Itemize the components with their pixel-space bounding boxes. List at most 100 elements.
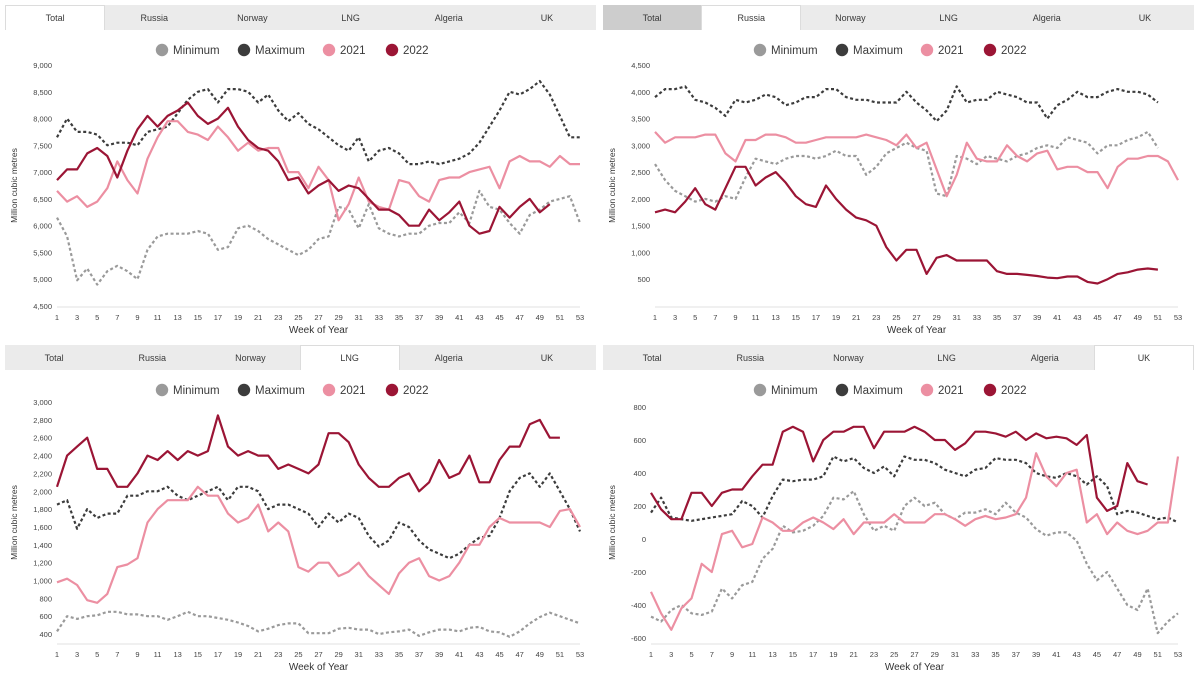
chart-panel-lng: Total Russia Norway LNG Algeria UK Minimum Maxi… <box>5 345 596 677</box>
tab-russia[interactable]: Russia <box>138 352 167 363</box>
y-tick-label: 1,000 <box>33 577 52 586</box>
x-tick-label: 43 <box>475 313 483 322</box>
legend-marker <box>385 43 399 57</box>
tab-russia[interactable]: Russia <box>140 12 169 23</box>
x-tick-label: 21 <box>852 313 860 322</box>
legend-marker <box>983 43 997 57</box>
tab-total[interactable]: Total <box>603 5 702 30</box>
tab-algeria[interactable]: Algeria <box>1032 12 1061 23</box>
x-axis-title: Week of Year <box>887 325 947 336</box>
x-tick-label: 53 <box>1174 313 1182 322</box>
legend-item-minimum[interactable]: Minimum <box>753 43 818 57</box>
y-tick-label: 2,800 <box>33 416 52 425</box>
legend-item-2021[interactable]: 2021 <box>920 43 964 57</box>
x-tick-label: 11 <box>748 650 756 659</box>
legend-item-2022[interactable]: 2022 <box>983 383 1027 397</box>
x-tick-label: 35 <box>993 313 1001 322</box>
tab-russia[interactable]: Russia <box>701 5 802 30</box>
y-tick-label: 1,500 <box>631 222 650 231</box>
legend-item-2022[interactable]: 2022 <box>385 43 429 57</box>
tab-bar: Total Russia Norway LNG Algeria UK <box>5 5 596 30</box>
y-tick-label: 9,000 <box>33 61 52 70</box>
chart-panel-total: Total Russia Norway LNG Algeria UK Minimum Maxi… <box>5 5 596 340</box>
legend-label: 2021 <box>938 45 964 57</box>
tab-uk[interactable]: UK <box>540 12 554 23</box>
line-chart: Minimum Maximum 2021 2022 -600 -400 -200 0 200 40… <box>607 383 1182 673</box>
tab-total[interactable]: Total <box>5 5 106 30</box>
x-tick-label: 33 <box>973 313 981 322</box>
legend-item-2022[interactable]: 2022 <box>385 383 429 397</box>
series-line-2022 <box>56 101 551 235</box>
y-axis-title: Million cubic metres <box>9 148 19 223</box>
tab-uk[interactable]: UK <box>540 352 554 363</box>
x-tick-label: 31 <box>951 650 959 659</box>
x-tick-label: 45 <box>495 650 503 659</box>
x-tick-label: 13 <box>174 650 182 659</box>
x-tick-label: 1 <box>55 313 59 322</box>
x-tick-label: 3 <box>75 650 79 659</box>
legend-marker <box>155 383 169 397</box>
legend-item-maximum[interactable]: Maximum <box>835 383 903 397</box>
y-tick-label: 4,500 <box>631 61 650 70</box>
tab-lng[interactable]: LNG <box>937 352 956 363</box>
x-tick-label: 41 <box>1052 650 1060 659</box>
legend-item-maximum[interactable]: Maximum <box>835 43 903 57</box>
y-tick-label: 3,000 <box>33 398 52 407</box>
x-tick-label: 27 <box>314 650 322 659</box>
legend: Minimum Maximum 2021 2022 <box>753 383 1027 397</box>
legend-item-maximum[interactable]: Maximum <box>237 43 305 57</box>
legend-label: Maximum <box>255 385 305 397</box>
legend-item-2021[interactable]: 2021 <box>322 43 366 57</box>
y-tick-label: 3,500 <box>631 115 650 124</box>
series-line-2022 <box>654 165 1159 285</box>
x-tick-label: 7 <box>713 313 717 322</box>
legend-marker <box>835 383 849 397</box>
tab-algeria[interactable]: Algeria <box>1030 352 1059 363</box>
series-line-maximum <box>56 472 582 560</box>
y-tick-label: 5,000 <box>33 275 52 284</box>
y-tick-label: 8,500 <box>33 88 52 97</box>
x-tick-label: 19 <box>832 313 840 322</box>
x-tick-label: 25 <box>294 313 302 322</box>
tab-algeria[interactable]: Algeria <box>434 352 463 363</box>
x-tick-label: 51 <box>1154 313 1162 322</box>
legend-item-2022[interactable]: 2022 <box>983 43 1027 57</box>
tab-norway[interactable]: Norway <box>833 352 864 363</box>
x-tick-label: 25 <box>892 313 900 322</box>
tab-algeria[interactable]: Algeria <box>434 12 463 23</box>
legend-item-2021[interactable]: 2021 <box>322 383 366 397</box>
legend-marker <box>237 43 251 57</box>
tab-uk[interactable]: UK <box>1138 12 1152 23</box>
y-tick-label: 1,000 <box>631 248 650 257</box>
y-axis-title: Million cubic metres <box>607 485 617 560</box>
tab-norway[interactable]: Norway <box>237 12 268 23</box>
x-axis-title: Week of Year <box>289 325 349 336</box>
legend-item-2021[interactable]: 2021 <box>920 383 964 397</box>
legend-marker <box>920 383 934 397</box>
legend-item-minimum[interactable]: Minimum <box>155 43 220 57</box>
tab-norway[interactable]: Norway <box>235 352 266 363</box>
tab-lng[interactable]: LNG <box>299 345 400 370</box>
x-tick-label: 43 <box>475 650 483 659</box>
line-chart: Minimum Maximum 2021 2022 500 1,000 1,500 2,000… <box>607 43 1182 336</box>
tab-total[interactable]: Total <box>642 352 662 363</box>
x-tick-label: 43 <box>1073 313 1081 322</box>
tab-norway[interactable]: Norway <box>835 12 866 23</box>
y-tick-label: 3,000 <box>631 141 650 150</box>
legend-item-minimum[interactable]: Minimum <box>155 383 220 397</box>
x-tick-label: 51 <box>1154 650 1162 659</box>
tab-lng[interactable]: LNG <box>341 12 360 23</box>
y-tick-label: 4,000 <box>631 88 650 97</box>
legend-marker <box>322 383 336 397</box>
x-tick-label: 15 <box>194 313 202 322</box>
series-line-maximum <box>654 85 1159 123</box>
tab-lng[interactable]: LNG <box>939 12 958 23</box>
y-tick-label: 6,000 <box>33 222 52 231</box>
y-tick-label: 2,000 <box>33 487 52 496</box>
legend-label: 2022 <box>403 45 429 57</box>
legend-item-minimum[interactable]: Minimum <box>753 383 818 397</box>
tab-uk[interactable]: UK <box>1093 345 1195 370</box>
tab-russia[interactable]: Russia <box>736 352 765 363</box>
legend-item-maximum[interactable]: Maximum <box>237 383 305 397</box>
tab-total[interactable]: Total <box>44 352 64 363</box>
